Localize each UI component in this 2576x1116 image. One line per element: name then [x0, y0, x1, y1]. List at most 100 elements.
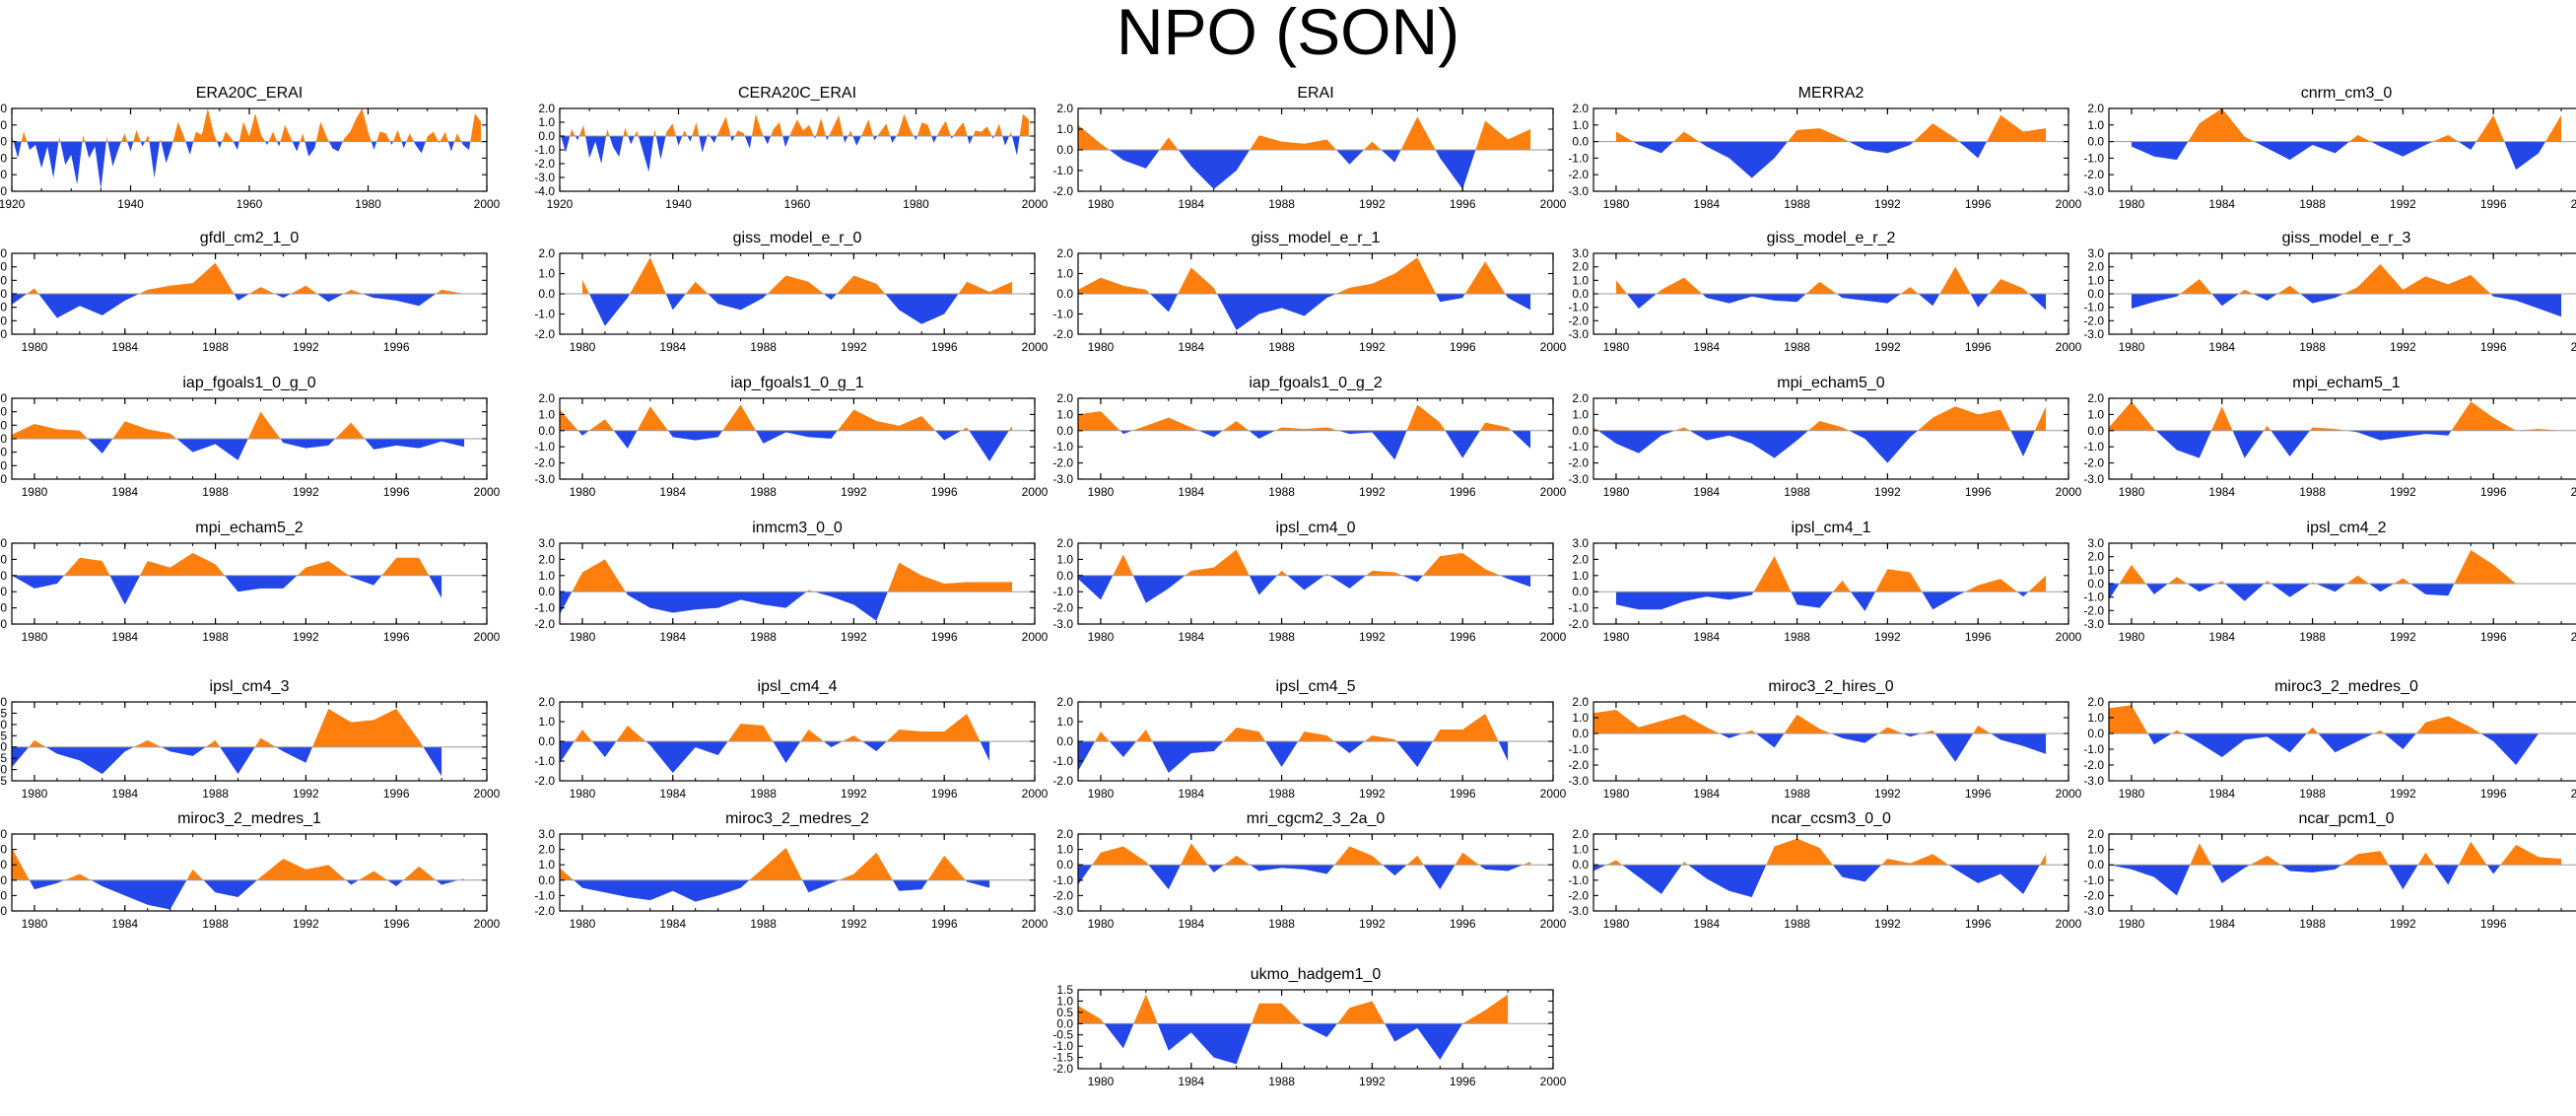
y-tick-label: 0.0: [2087, 424, 2104, 438]
negative-area: [12, 439, 465, 460]
y-tick-label: 2.0: [1572, 827, 1589, 841]
y-tick-label: -0.5: [0, 751, 7, 765]
positive-area: [1078, 116, 1531, 150]
x-tick-label: 1988: [1268, 340, 1295, 354]
x-tick-label: 1980: [570, 485, 596, 499]
positive-area: [12, 552, 442, 576]
y-tick-label: 1.5: [0, 706, 7, 720]
x-tick-label: 1988: [1784, 917, 1810, 931]
chart-panel: cnrm_cm3_0 1980 1984 1988 1992 1996 2000 2.0 1.0…: [2064, 85, 2576, 217]
y-tick-label: -2.0: [0, 601, 7, 615]
chart-panel: ipsl_cm4_3 1980 1984 1988 1992 1996 2000 2.01.5…: [0, 678, 501, 806]
y-tick-label: 1.0: [0, 418, 7, 432]
x-tick-label: 2000: [2056, 787, 2082, 801]
negative-area: [1078, 150, 1531, 189]
plot-frame: [2108, 107, 2576, 192]
x-tick-label: 2000: [474, 630, 501, 644]
chart-panel: miroc3_2_medres_1 1980 1984 1988 1992 1996 200…: [0, 810, 501, 937]
chart-panel: ERA20C_ERAI 1920 1940 1960 1980 2000 2.0 1.0 0.0…: [0, 85, 501, 217]
panel-title: miroc3_2_medres_1: [177, 810, 321, 827]
plot-frame: [2108, 397, 2576, 480]
x-tick-label: 1988: [2299, 630, 2326, 644]
x-tick-label: 2000: [474, 485, 501, 499]
x-tick-label: 1992: [2390, 485, 2416, 499]
chart-svg: 1980 1984 1988 1992 1996 2000 2.0 1.0 0.0 -1.0 -2.…: [1568, 391, 2081, 499]
panel-title: ipsl_cm4_5: [1275, 678, 1356, 695]
positive-area: [2109, 841, 2562, 866]
y-tick-label: 2.0: [0, 260, 7, 274]
x-tick-label: 1980: [1088, 1075, 1115, 1088]
y-tick-label: 2.0: [2087, 260, 2104, 274]
y-tick-label: -1.0: [0, 301, 7, 314]
x-tick-label: 1984: [1693, 917, 1720, 931]
x-tick-label: 1988: [1268, 485, 1295, 499]
x-tick-label: 1920: [0, 197, 26, 211]
x-tick-label: 1980: [903, 197, 929, 211]
x-tick-label: 1988: [1784, 787, 1810, 801]
x-tick-label: 1992: [2390, 787, 2416, 801]
x-tick-label: 2000: [2571, 485, 2576, 499]
y-tick-label: -2.0: [0, 904, 7, 918]
x-tick-label: 1980: [1603, 630, 1630, 644]
y-tick-label: -2.0: [2083, 456, 2104, 470]
x-tick-label: 1992: [841, 630, 867, 644]
y-tick-label: -1.0: [2083, 440, 2104, 453]
chart-svg: 1980 1984 1988 1992 1996 2000 1.51.00.50.0-0.5…: [1052, 983, 1567, 1088]
x-tick-label: 2000: [1540, 1075, 1567, 1088]
x-tick-label: 1980: [22, 630, 48, 644]
y-tick-label: 0.0: [0, 135, 7, 149]
x-tick-label: 1988: [2299, 917, 2326, 931]
x-tick-label: 1996: [2480, 917, 2507, 931]
y-tick-label: -2.0: [2083, 603, 2104, 617]
y-tick-label: 1.0: [2087, 563, 2104, 577]
y-tick-label: 2.0: [2087, 391, 2104, 405]
y-tick-label: 1.0: [1056, 407, 1073, 421]
y-tick-label: -1.0: [1568, 151, 1589, 165]
negative-area: [1593, 733, 2047, 762]
y-tick-label: 0.0: [538, 585, 555, 598]
positive-area: [560, 714, 990, 741]
x-tick-label: 1988: [1784, 630, 1810, 644]
x-tick-label: 1996: [383, 485, 410, 499]
y-tick-label: 0.0: [0, 569, 7, 583]
y-tick-label: 1.0: [1572, 273, 1589, 287]
y-tick-label: 1.0: [0, 273, 7, 287]
panel-title: ipsl_cm4_2: [2306, 520, 2387, 536]
panel-title: giss_model_e_r_3: [2281, 230, 2411, 246]
chart-panel: mpi_echam5_21980198419881992199620002.01…: [0, 520, 501, 650]
negative-area: [1593, 430, 2047, 463]
y-tick-label: -2.0: [1568, 168, 1589, 181]
x-tick-label: 1940: [665, 197, 692, 211]
y-tick-label: -3.0: [1052, 904, 1073, 918]
plot-frame: [11, 701, 488, 782]
positive-area: [12, 848, 465, 880]
x-tick-label: 2000: [2056, 917, 2082, 931]
x-tick-label: 1996: [1450, 1075, 1476, 1088]
y-tick-label: 0.0: [1056, 734, 1073, 748]
positive-area: [560, 848, 990, 880]
y-tick-label: 1.0: [1056, 552, 1073, 566]
y-tick-label: 2.0: [0, 102, 7, 115]
x-tick-label: 1992: [1359, 787, 1386, 801]
panel-title: inmcm3_0_0: [752, 520, 843, 536]
x-tick-label: 1984: [659, 485, 686, 499]
y-tick-label: 1.0: [538, 569, 555, 583]
y-tick-label: 1.0: [1572, 407, 1589, 421]
positive-area: [2131, 263, 2562, 294]
x-tick-label: 1988: [2299, 340, 2326, 354]
x-tick-label: 1996: [2480, 340, 2507, 354]
panel-title: cnrm_cm3_0: [2300, 85, 2393, 102]
y-tick-label: 2.0: [1572, 260, 1589, 274]
y-tick-label: 2.0: [1056, 695, 1073, 709]
x-tick-label: 1992: [293, 340, 319, 354]
y-tick-label: 0.0: [1056, 858, 1073, 872]
panel-title: ukmo_hadgem1_0: [1250, 966, 1382, 983]
chart-svg: 1980 1984 1988 1992 1996 2000 3.02.01.00.0-1.0…: [1568, 246, 2081, 354]
x-tick-label: 2000: [1022, 787, 1049, 801]
x-tick-label: 1992: [1874, 340, 1901, 354]
y-tick-label: 3.0: [538, 536, 555, 550]
negative-area: [560, 879, 990, 902]
y-tick-label: -2.0: [2083, 168, 2104, 181]
x-tick-label: 1984: [2208, 485, 2235, 499]
positive-area: [581, 257, 1013, 294]
